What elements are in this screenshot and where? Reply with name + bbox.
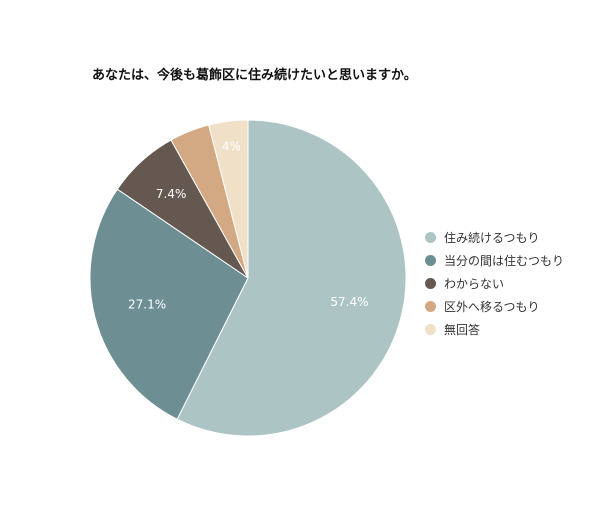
legend-swatch-4 [425,301,436,312]
legend-label-4: 区外へ移るつもり [444,300,540,314]
legend-swatch-2 [425,255,436,266]
legend-item-4: 区外へ移るつもり [425,295,564,318]
legend-label-3: わからない [444,277,505,291]
legend-item-2: 当分の間は住むつもり [425,249,564,272]
data-label-1: 57.4% [330,295,368,309]
chart-title: あなたは、今後も葛飾区に住み続けたいと思いますか。 [92,68,417,83]
legend-item-1: 住み続けるつもり [425,226,564,249]
legend-label-1: 住み続けるつもり [444,231,540,245]
legend-swatch-3 [425,278,436,289]
pie-slice-5 [208,119,249,279]
data-label-2: 27.1% [128,297,166,311]
data-label-5: 4% [222,139,241,153]
pie-slice-1 [176,119,407,437]
legend-label-5: 無回答 [444,323,481,337]
legend-item-5: 無回答 [425,318,564,341]
legend-item-3: わからない [425,272,564,295]
pie-slice-2 [89,188,249,420]
legend-swatch-5 [425,324,436,335]
legend-label-2: 当分の間は住むつもり [444,254,565,268]
legend: 住み続けるつもり当分の間は住むつもり わからない区外へ移るつもり 無回答 [425,226,564,341]
legend-swatch-1 [425,232,436,243]
data-label-3: 7.4% [156,187,187,201]
